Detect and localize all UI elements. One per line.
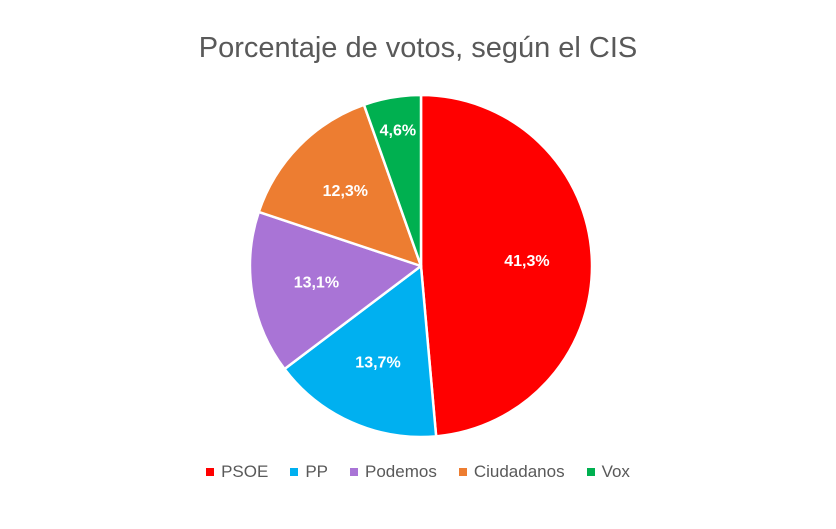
data-label-psoe: 41,3% bbox=[504, 253, 549, 270]
legend-swatch bbox=[350, 468, 358, 476]
chart-legend: PSOE PP Podemos Ciudadanos Vox bbox=[0, 462, 836, 482]
pie-slice-psoe bbox=[419, 93, 594, 438]
legend-item-ciudadanos: Ciudadanos bbox=[458, 462, 565, 482]
legend-item-pp: PP bbox=[290, 462, 328, 482]
pie-slice-podemos bbox=[248, 210, 423, 371]
legend-label: PSOE bbox=[221, 462, 269, 481]
legend-swatch bbox=[458, 468, 467, 476]
legend-swatch bbox=[586, 468, 595, 476]
data-label-vox: 4,6% bbox=[380, 123, 416, 140]
pie-slice-pp bbox=[283, 264, 438, 439]
legend-label: Vox bbox=[601, 462, 630, 481]
data-label-podemos: 13,1% bbox=[294, 275, 339, 292]
data-label-ciudadanos: 12,3% bbox=[323, 183, 368, 200]
legend-swatch bbox=[206, 468, 215, 476]
legend-label: PP bbox=[305, 462, 328, 481]
legend-label: Ciudadanos bbox=[473, 462, 565, 481]
legend-label: Podemos bbox=[365, 462, 437, 481]
legend-item-podemos: Podemos bbox=[350, 462, 437, 482]
chart-title: Porcentaje de votos, según el CIS bbox=[198, 32, 638, 64]
pie-slice-vox bbox=[362, 93, 423, 268]
legend-swatch bbox=[290, 468, 299, 476]
legend-item-psoe: PSOE bbox=[206, 462, 268, 482]
data-label-pp: 13,7% bbox=[355, 354, 400, 371]
legend-item-vox: Vox bbox=[586, 462, 630, 482]
pie-slice-ciudadanos bbox=[257, 103, 423, 268]
